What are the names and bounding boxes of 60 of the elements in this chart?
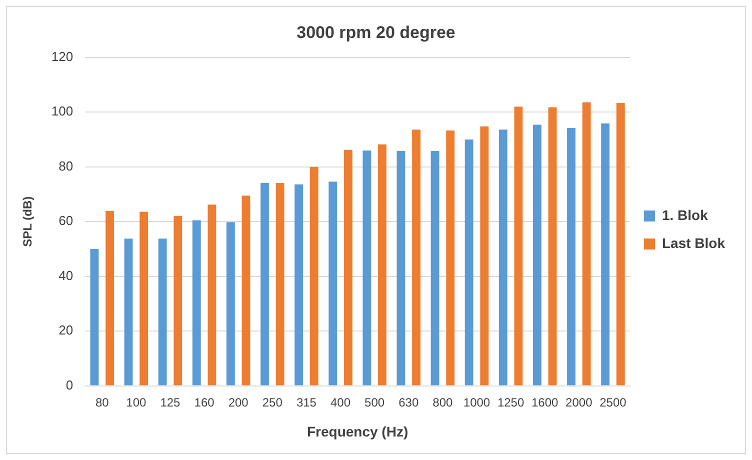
bar [378, 144, 386, 386]
x-tick-label: 2500 [600, 395, 627, 410]
bar [208, 204, 216, 386]
bar [140, 212, 148, 386]
bar [480, 126, 489, 386]
bar [226, 222, 235, 386]
x-tick-label: 160 [194, 395, 215, 410]
bar [192, 220, 201, 386]
y-tick-label: 80 [58, 158, 74, 174]
y-axis-title: SPL (dB) [20, 196, 35, 247]
x-tick-label: 630 [398, 395, 419, 410]
bar [124, 238, 133, 386]
bar [174, 216, 182, 386]
y-tick-label: 60 [58, 213, 74, 228]
bar [532, 124, 542, 386]
bar [396, 150, 406, 386]
x-tick-label: 125 [160, 395, 181, 410]
bar [362, 150, 372, 386]
x-tick-label: 800 [432, 395, 454, 410]
bar [310, 166, 318, 386]
bar [328, 182, 338, 386]
bar [430, 150, 440, 386]
x-tick-label: 100 [126, 395, 147, 410]
bar [276, 183, 284, 386]
y-tick-label: 120 [51, 48, 74, 64]
bar [601, 123, 610, 386]
x-tick-label: 1600 [531, 395, 559, 410]
bar [464, 140, 474, 386]
bar [514, 106, 523, 386]
bar [498, 130, 508, 386]
legend-label: Last Blok [662, 234, 726, 251]
y-tick-label: 40 [58, 268, 74, 283]
bar [90, 248, 99, 386]
x-axis-title: Frequency (Hz) [306, 423, 408, 440]
bar [344, 150, 352, 386]
bar [106, 210, 114, 386]
chart-title: 3000 rpm 20 degree [296, 22, 456, 42]
x-tick-label: 200 [228, 395, 249, 410]
bar [567, 128, 576, 386]
bar [242, 196, 250, 386]
x-tick-label: 400 [330, 395, 351, 410]
x-tick-label: 2000 [566, 395, 593, 410]
legend-label: 1. Blok [662, 206, 708, 223]
bar [158, 238, 167, 386]
y-tick-label: 100 [51, 104, 74, 119]
bar [616, 102, 625, 386]
bar [548, 107, 557, 386]
x-tick-label: 80 [95, 395, 110, 410]
x-tick-label: 250 [262, 395, 283, 410]
bar [446, 130, 455, 386]
x-tick-label: 315 [296, 395, 317, 410]
x-tick-label: 1000 [463, 395, 490, 410]
y-tick-label: 20 [58, 322, 74, 338]
x-tick-label: 500 [364, 395, 385, 410]
x-tick-label: 1250 [497, 395, 524, 410]
y-tick-label: 0 [66, 377, 74, 392]
bar [294, 184, 304, 386]
bar [260, 183, 269, 386]
bar [582, 102, 591, 386]
bar [412, 130, 420, 386]
